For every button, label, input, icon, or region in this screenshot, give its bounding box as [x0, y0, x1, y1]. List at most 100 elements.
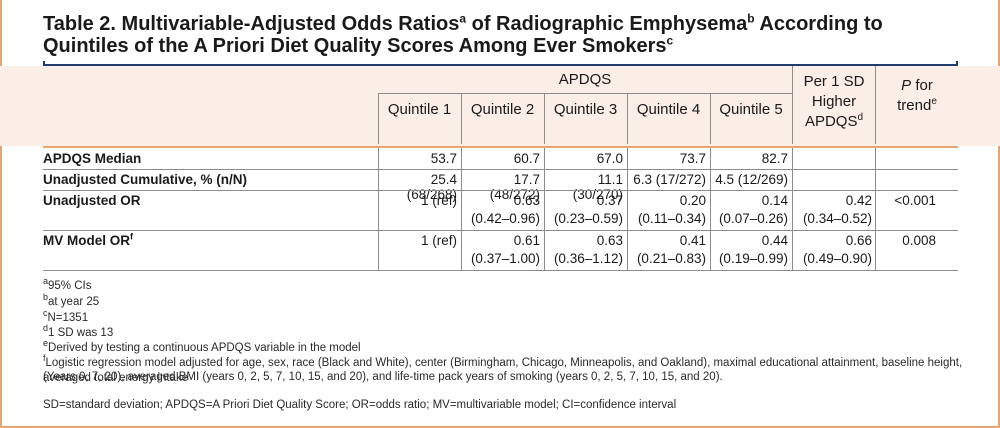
row-label-median: APDQS Median	[43, 151, 142, 166]
header-p-trend: P for trende	[876, 76, 958, 116]
table-cell: 4.5 (12/269)	[715, 172, 788, 187]
cell-value: 0.14	[761, 193, 788, 208]
col-divider	[792, 66, 793, 144]
footnote-text: (Years 0, 7, 20), averaged BMI (years 0,…	[43, 371, 723, 383]
row-label-unadjusted-cumulative: Unadjusted Cumulative, % (n/N)	[43, 172, 248, 187]
header-p-italic: P	[901, 77, 912, 94]
cell-value: 1 (ref)	[420, 233, 457, 248]
header-per-sd-line2: Higher	[811, 93, 857, 110]
cell-ci: (0.42–0.96)	[470, 211, 540, 226]
footnote-text: Derived by testing a continuous APDQS va…	[48, 342, 361, 354]
col-divider	[792, 148, 793, 270]
footnote-mark: a	[43, 276, 49, 287]
cell-value: 0.44	[761, 233, 788, 248]
col-divider	[461, 94, 462, 144]
row-label-mv-model-or: MV Model ORf	[43, 231, 133, 248]
cell-value: 0.63	[596, 233, 623, 248]
table-cell: 60.7	[513, 151, 540, 166]
table-cell: 82.7	[761, 151, 788, 166]
col-divider	[710, 94, 711, 144]
top-rule	[43, 61, 958, 69]
footnote-mark: b	[43, 292, 49, 303]
footnote-text: N=1351	[47, 312, 89, 324]
cell-ci: (0.11–0.34)	[637, 211, 706, 226]
table-cell: 0.63 (0.42–0.96)	[461, 193, 540, 226]
footnote-text: 95% CIs	[48, 280, 92, 292]
top-rule-left-tick	[43, 61, 45, 69]
top-rule-right-tick	[956, 61, 958, 69]
footnote-d: d1 SD was 13	[43, 323, 114, 341]
footnote-mark: e	[43, 338, 49, 349]
cell-value: 0.66	[845, 233, 872, 248]
table-cell: 1 (ref)	[378, 193, 457, 208]
footnote-f-continued: (Years 0, 7, 20), averaged BMI (years 0,…	[43, 370, 723, 385]
header-band	[0, 66, 1000, 146]
title-part1: Table 2. Multivariable-Adjusted Odds Rat…	[43, 13, 460, 35]
cell-ci: (0.21–0.83)	[636, 251, 706, 266]
footnote-e: eDerived by testing a continuous APDQS v…	[43, 338, 361, 356]
table-cell: 0.41 (0.21–0.83)	[627, 233, 706, 266]
table-bottom-rule	[43, 270, 958, 271]
cell-ci: (0.36–1.12)	[553, 251, 623, 266]
footnote-a: a95% CIs	[43, 276, 92, 294]
footnote-text: Logistic regression model adjusted for a…	[43, 357, 963, 384]
col-divider	[378, 148, 379, 270]
table-cell: 0.63 (0.36–1.12)	[544, 233, 623, 266]
header-quintile-5: Quintile 5	[719, 101, 783, 118]
cell-ci: (0.49–0.90)	[802, 251, 872, 266]
table-cell: 0.61 (0.37–1.00)	[461, 233, 540, 266]
cell-value: 1 (ref)	[420, 193, 457, 208]
table-cell: 6.3 (17/272)	[633, 172, 706, 187]
title-sup-b: b	[747, 11, 755, 26]
cell-ci: (0.23–0.59)	[553, 211, 623, 226]
row-divider	[43, 230, 958, 231]
cell-ci: (0.37–1.00)	[470, 251, 540, 266]
col-divider	[875, 66, 876, 144]
cell-value: 0.20	[679, 193, 706, 208]
table-cell-trend: 0.008	[902, 233, 936, 248]
frame-left-border	[0, 0, 2, 428]
footnote-text: at year 25	[48, 296, 100, 308]
row-label-unadjusted-or: Unadjusted OR	[43, 193, 141, 208]
table-cell: 0.20 (0.11–0.34)	[627, 193, 706, 226]
header-per-sd-sup: d	[857, 112, 864, 123]
header-quintile-3: Quintile 3	[553, 101, 618, 118]
table-cell: 1 (ref)	[378, 233, 457, 248]
cell-ci: (0.19–0.99)	[718, 251, 788, 266]
col-divider	[378, 94, 379, 144]
footnote-text: 1 SD was 13	[48, 327, 114, 339]
footnote-mark: d	[43, 323, 49, 334]
footnote-f: fLogistic regression model adjusted for …	[43, 353, 1000, 386]
col-divider	[544, 148, 545, 270]
cell-ci: (0.34–0.52)	[802, 211, 872, 226]
cell-value: 0.42	[845, 193, 872, 208]
title-part4: Quintiles of the A Priori Diet Quality S…	[43, 35, 667, 57]
table-cell: 0.14 (0.07–0.26)	[710, 193, 788, 226]
title-sup-a: a	[459, 11, 467, 26]
header-quintile-2: Quintile 2	[470, 101, 535, 118]
abbreviations-note: SD=standard deviation; APDQS=A Priori Di…	[43, 399, 677, 411]
frame-bottom-border	[0, 426, 1000, 428]
row-divider	[43, 190, 958, 191]
col-divider	[627, 94, 628, 144]
header-per-sd: Per 1 SD Higher APDQSd	[793, 72, 875, 132]
table-cell: 0.37 (0.23–0.59)	[544, 193, 623, 226]
footnote-mark: f	[43, 353, 46, 364]
row-label-text: MV Model OR	[43, 233, 130, 248]
table-cell-per-sd: 0.66 (0.49–0.90)	[792, 233, 872, 266]
cell-value: 0.41	[679, 233, 706, 248]
cell-value: 0.61	[513, 233, 540, 248]
footnote-mark: c	[43, 308, 48, 319]
header-quintile-1: Quintile 1	[387, 101, 452, 118]
header-bottom-rule	[43, 146, 958, 148]
row-divider	[43, 169, 958, 170]
header-quintile-4: Quintile 4	[636, 101, 701, 118]
row-label-sup: f	[130, 231, 133, 242]
cell-value: 0.37	[596, 193, 623, 208]
col-divider	[544, 94, 545, 144]
col-divider	[461, 148, 462, 270]
col-divider	[710, 148, 711, 270]
footnote-b: bat year 25	[43, 292, 100, 310]
table-cell: 0.44 (0.19–0.99)	[710, 233, 788, 266]
table-title: Table 2. Multivariable-Adjusted Odds Rat…	[43, 11, 973, 57]
